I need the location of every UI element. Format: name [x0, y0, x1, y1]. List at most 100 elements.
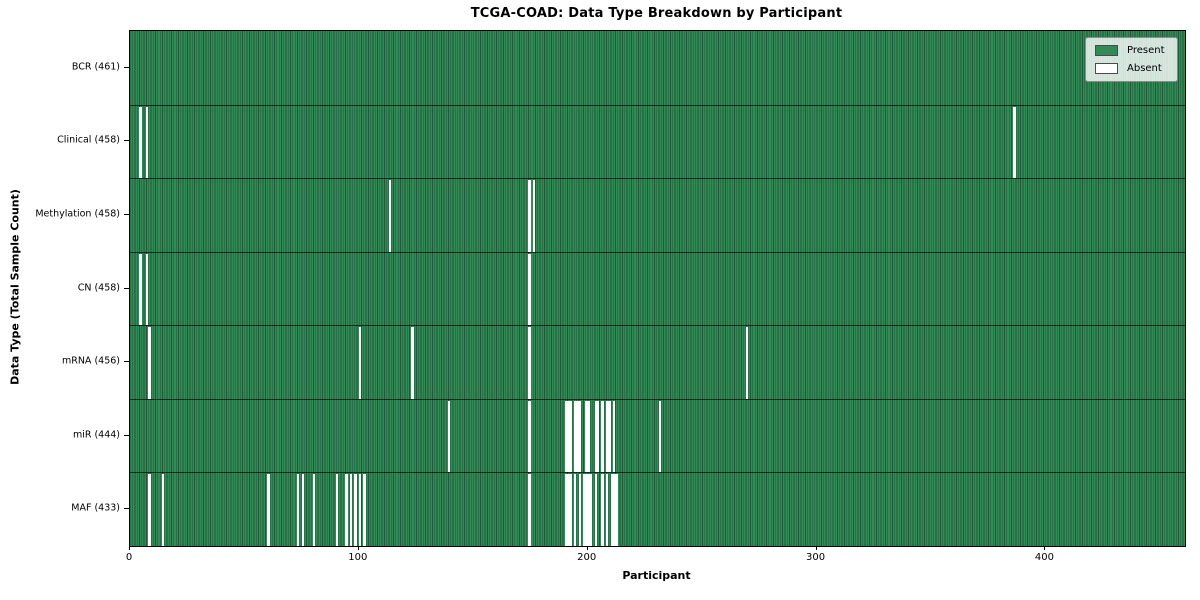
absent-stripe — [148, 474, 151, 546]
y-tick-label-bcr: BCR (461) — [71, 61, 120, 73]
absent-stripe — [594, 400, 597, 473]
row-mir — [130, 398, 1185, 473]
absent-stripe — [358, 327, 362, 399]
absent-stripe — [345, 474, 348, 546]
absent-stripe — [146, 253, 149, 326]
y-tick-label-methylation: Methylation (458) — [35, 208, 120, 220]
legend-label-present: Present — [1127, 45, 1165, 56]
legend-entry-present: Present — [1095, 45, 1165, 56]
y-tick — [124, 66, 129, 68]
absent-stripe — [615, 474, 618, 546]
absent-stripe — [578, 400, 581, 473]
absent-stripe — [528, 327, 531, 399]
absent-stripe — [589, 474, 593, 546]
x-tick-label: 200 — [577, 552, 597, 563]
absent-stripe — [567, 474, 570, 546]
x-tick-label: 100 — [348, 552, 368, 563]
absent-stripe — [313, 474, 316, 546]
legend-entry-absent: Absent — [1095, 63, 1165, 74]
row-mrna — [130, 325, 1185, 399]
absent-stripe — [573, 400, 577, 473]
absent-stripe — [349, 474, 353, 546]
absent-stripe — [528, 180, 531, 252]
y-tick — [124, 434, 129, 436]
x-tick — [815, 546, 817, 550]
x-tick-label: 400 — [1034, 552, 1054, 563]
plot-area — [129, 30, 1186, 547]
absent-stripe — [587, 400, 591, 473]
absent-stripe — [162, 474, 165, 546]
absent-stripe — [148, 327, 151, 399]
absent-stripe — [601, 474, 604, 546]
x-tick — [586, 546, 588, 550]
absent-stripe — [606, 400, 609, 473]
row-methylation — [130, 178, 1185, 252]
legend-label-absent: Absent — [1127, 63, 1162, 74]
absent-stripe — [146, 106, 149, 179]
absent-stripe — [532, 180, 536, 252]
absent-stripe — [388, 180, 391, 252]
chart-title: TCGA-COAD: Data Type Breakdown by Partic… — [470, 6, 843, 21]
absent-stripe — [564, 474, 568, 546]
legend: Present Absent — [1085, 37, 1178, 82]
x-tick — [357, 546, 359, 550]
absent-stripe — [608, 400, 611, 473]
absent-stripe — [567, 400, 570, 473]
absent-stripe — [587, 474, 591, 546]
absent-stripe — [601, 400, 604, 473]
absent-stripe — [354, 474, 357, 546]
absent-stripe — [585, 400, 588, 473]
absent-stripe — [745, 327, 748, 399]
y-tick-label-mrna: mRNA (456) — [61, 355, 120, 367]
absent-stripe — [573, 474, 577, 546]
absent-stripe — [139, 106, 142, 179]
x-tick — [1044, 546, 1046, 550]
absent-stripe — [411, 327, 414, 399]
x-tick-label: 0 — [125, 552, 133, 563]
x-tick — [129, 546, 130, 550]
absent-stripe — [606, 474, 609, 546]
y-tick — [124, 140, 129, 142]
absent-stripe — [564, 400, 568, 473]
absent-stripe — [658, 400, 662, 473]
row-cn — [130, 251, 1185, 326]
absent-stripe — [528, 474, 531, 546]
absent-stripe — [612, 474, 616, 546]
row-bcr — [130, 31, 1185, 105]
y-tick-label-maf: MAF (433) — [71, 502, 120, 514]
absent-stripe — [576, 400, 579, 473]
x-axis-label: Participant — [622, 569, 691, 582]
absent-stripe — [569, 474, 572, 546]
y-tick — [124, 213, 129, 215]
absent-stripe — [585, 474, 588, 546]
absent-stripe — [528, 253, 531, 326]
absent-stripe — [267, 474, 270, 546]
absent-stripe — [596, 400, 600, 473]
y-tick-label-cn: CN (458) — [77, 282, 120, 293]
y-axis-label: Data Type (Total Sample Count) — [8, 189, 22, 385]
absent-stripe — [578, 474, 581, 546]
row-maf — [130, 472, 1185, 546]
absent-stripe — [583, 474, 586, 546]
absent-stripe — [358, 474, 362, 546]
x-tick-label: 300 — [806, 552, 826, 563]
absent-stripe — [448, 400, 451, 473]
absent-stripe — [139, 253, 142, 326]
y-tick-label-clinical: Clinical (458) — [57, 134, 120, 146]
y-tick — [124, 361, 129, 363]
y-tick — [124, 508, 129, 510]
absent-stripe — [610, 474, 613, 546]
absent-stripe — [594, 474, 597, 546]
y-tick-label-mir: miR (444) — [72, 429, 120, 441]
absent-stripe — [1013, 106, 1016, 179]
absent-stripe — [297, 474, 300, 546]
present-swatch-icon — [1095, 45, 1118, 56]
absent-stripe — [612, 400, 616, 473]
absent-stripe — [528, 400, 531, 473]
absent-swatch-icon — [1095, 63, 1118, 74]
absent-stripe — [301, 474, 305, 546]
y-tick — [124, 287, 129, 289]
row-clinical — [130, 104, 1185, 179]
absent-stripe — [569, 400, 572, 473]
